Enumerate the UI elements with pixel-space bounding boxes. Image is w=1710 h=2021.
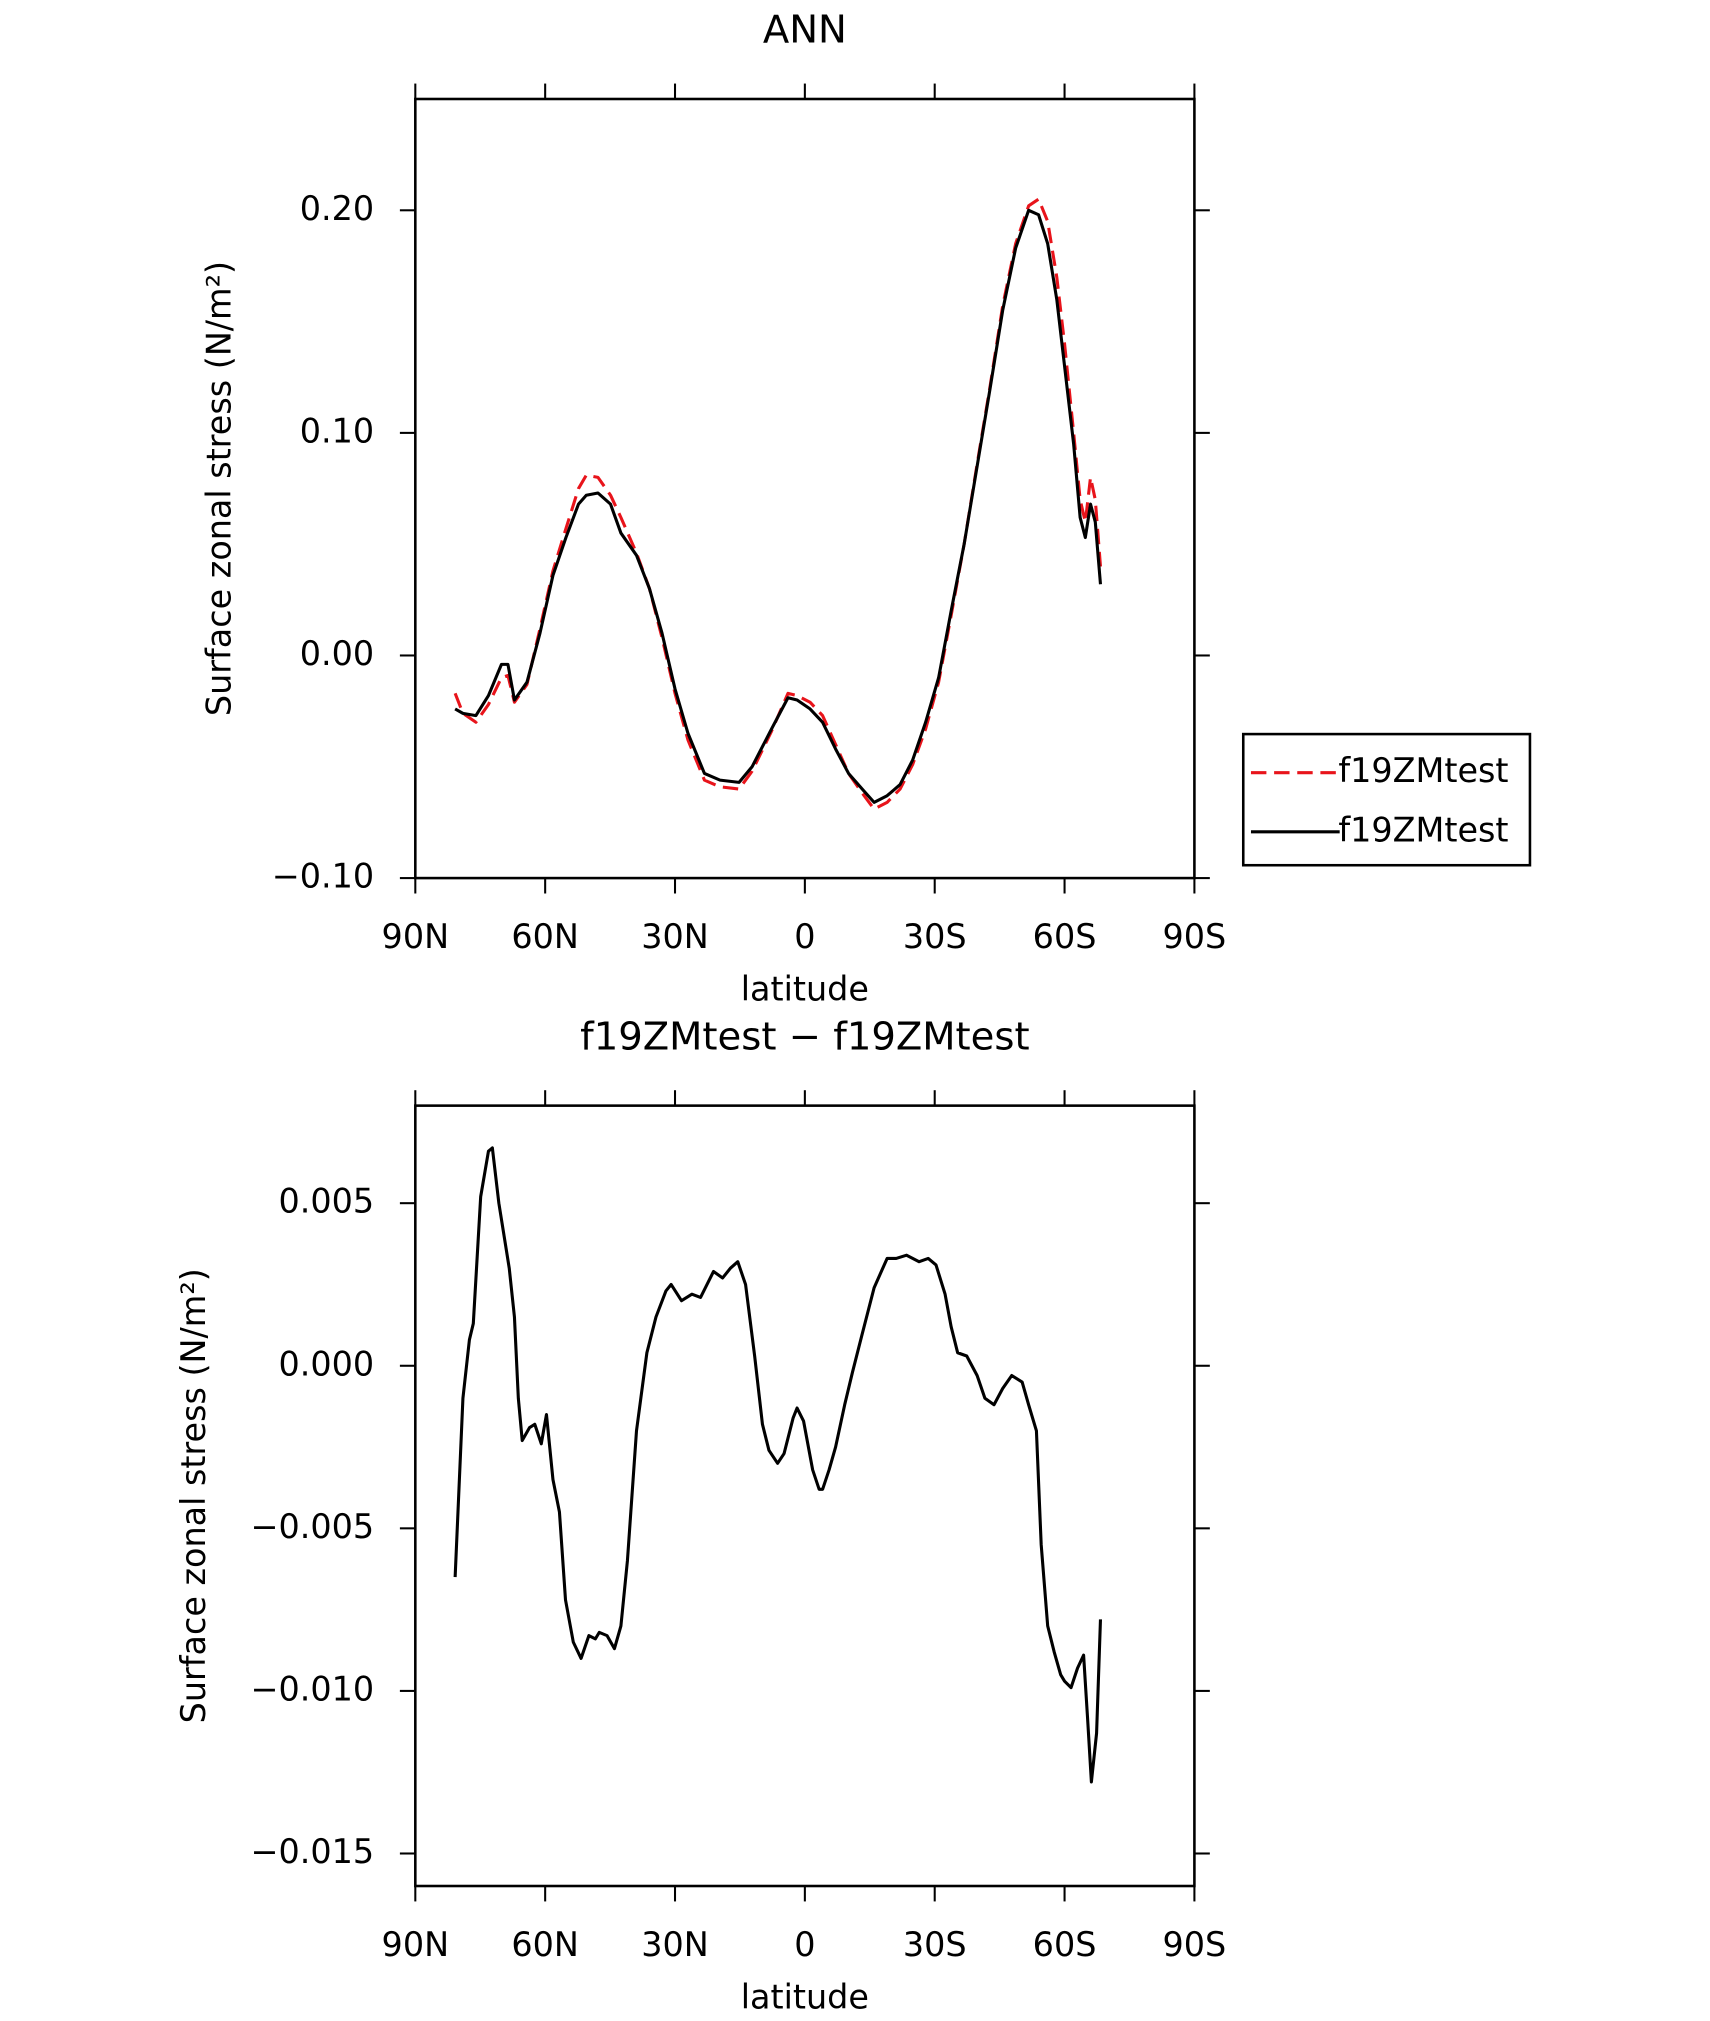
x-axis-label: latitude [741,1978,869,2017]
x-tick-label: 30S [903,1925,967,1964]
x-axis-label: latitude [741,970,869,1009]
x-tick-label: 90S [1163,1925,1227,1964]
legend-label: f19ZMtest [1338,810,1508,849]
y-tick-label: −0.015 [251,1832,375,1871]
x-tick-label: 30S [903,917,967,956]
x-tick-label: 60N [511,1925,579,1964]
y-axis-label: Surface zonal stress (N/m²) [200,261,239,716]
plot-frame [414,1104,1196,1888]
y-tick-label: 0.10 [300,411,374,450]
x-tick-label: 0 [794,917,815,956]
x-tick-label: 90N [382,917,450,956]
x-tick-label: 90S [1163,917,1227,956]
x-tick-label: 60S [1033,917,1097,956]
x-tick-label: 0 [794,1925,815,1964]
y-tick-label: 0.00 [300,634,374,673]
y-tick-label: 0.005 [279,1182,375,1221]
y-axis-label: Surface zonal stress (N/m²) [174,1268,213,1723]
legend-box [1241,732,1532,867]
x-tick-label: 60S [1033,1925,1097,1964]
x-tick-label: 60N [511,917,579,956]
y-tick-label: 0.000 [279,1344,375,1383]
y-tick-label: −0.005 [251,1507,375,1546]
data-line [453,197,1103,811]
y-tick-label: 0.20 [300,189,374,228]
data-line [454,208,1103,804]
x-tick-label: 90N [382,1925,450,1964]
y-tick-label: −0.10 [272,857,374,896]
chart-title: ANN [763,8,847,53]
data-line [453,1146,1103,1784]
x-tick-label: 30N [641,1925,709,1964]
chart-title: f19ZMtest − f19ZMtest [580,1014,1029,1059]
y-tick-label: −0.010 [251,1669,375,1708]
x-tick-label: 30N [641,917,709,956]
legend-label: f19ZMtest [1338,751,1508,790]
